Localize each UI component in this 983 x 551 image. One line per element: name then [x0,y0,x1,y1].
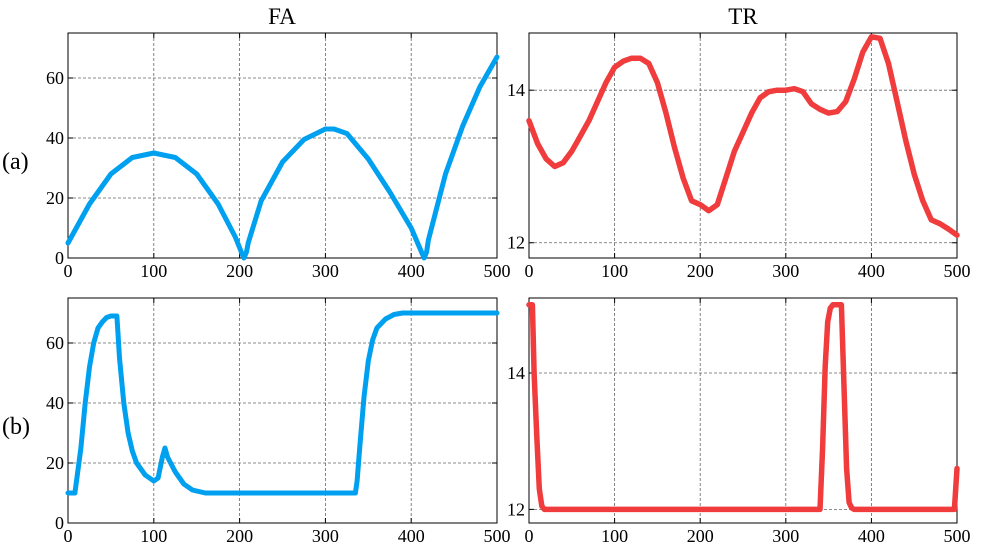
y-tick-label: 12 [507,499,525,519]
y-tick-label: 0 [55,248,64,268]
series-line-1-0 [526,34,960,238]
x-tick-label: 500 [944,261,971,281]
row-label-b: (b) [2,414,30,440]
x-tick-label: 200 [687,526,714,546]
x-tick-label: 300 [772,261,799,281]
y-tick-label: 12 [507,233,525,253]
y-tick-label: 40 [46,393,64,413]
series-line-2-0 [65,310,500,496]
x-tick-label: 0 [64,526,73,546]
x-tick-label: 200 [687,261,714,281]
x-tick-label: 0 [525,261,534,281]
x-tick-label: 300 [312,261,339,281]
x-tick-label: 100 [140,526,167,546]
plot-frame [67,32,498,259]
chart-panel-2: 0 100 200 300 400 500 0 20 40 60 [46,297,511,546]
x-tick-label: 0 [525,526,534,546]
x-tick-label: 100 [601,261,628,281]
series-line-0-0 [65,54,500,261]
x-tick-label: 100 [601,526,628,546]
y-tick-label: 20 [46,188,64,208]
column-title-fa: FA [268,4,296,29]
column-title-tr: TR [728,4,758,29]
x-tick-label: 400 [398,261,425,281]
y-tick-label: 14 [507,80,525,100]
series-line-3-0 [526,302,960,513]
plot-frame [528,297,958,524]
chart-panel-3: 0 100 200 300 400 500 12 14 [507,297,971,546]
plot-frame [67,297,498,524]
x-tick-label: 400 [398,526,425,546]
x-tick-label: 500 [484,526,511,546]
x-tick-label: 300 [312,526,339,546]
row-label-a: (a) [2,149,29,175]
plot-frame [528,32,958,259]
y-tick-label: 40 [46,128,64,148]
x-tick-label: 500 [944,526,971,546]
x-tick-label: 100 [140,261,167,281]
x-tick-label: 400 [858,261,885,281]
chart-panel-1: 0 100 200 300 400 500 12 14 [507,32,971,281]
x-tick-label: 200 [226,526,253,546]
y-tick-label: 60 [46,333,64,353]
x-tick-label: 0 [64,261,73,281]
x-tick-label: 200 [226,261,253,281]
x-tick-label: 300 [772,526,799,546]
y-tick-label: 14 [507,363,525,383]
x-tick-label: 500 [484,261,511,281]
x-tick-label: 400 [858,526,885,546]
chart-panel-0: 0 100 200 300 400 500 0 20 40 60 [46,32,511,281]
y-tick-label: 60 [46,68,64,88]
y-tick-label: 0 [55,513,64,533]
y-tick-label: 20 [46,453,64,473]
